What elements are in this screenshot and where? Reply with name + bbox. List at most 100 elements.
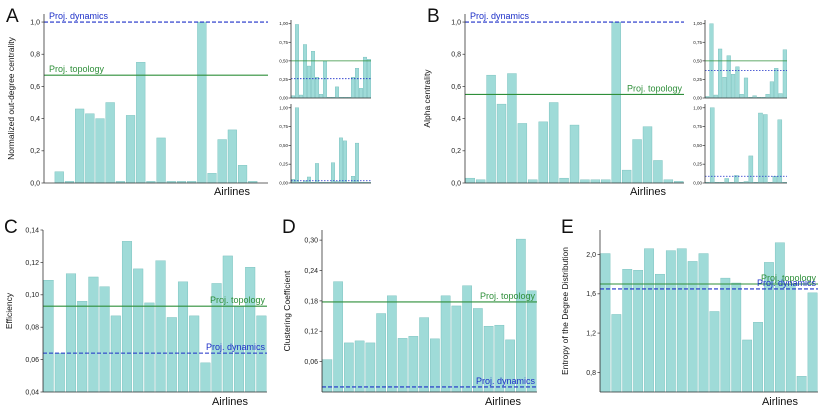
bar [177,281,189,393]
bar [601,179,611,184]
y-tick-label: 0,50 [693,58,702,63]
topology-label: Proj. topology [210,295,266,305]
bar [351,176,355,184]
bar [355,142,359,184]
bar [774,242,785,393]
bar [748,155,754,184]
y-tick-label: 0,25 [693,77,702,82]
bar [475,179,486,184]
y-tick-label: 1,00 [693,105,702,110]
bar [355,68,359,99]
bar [726,55,731,99]
bar [440,295,451,393]
bar [769,81,774,99]
bar [718,48,723,99]
bar [105,102,115,184]
chart-a-inset-top: 0,00 0,25 0,50 0,75 1,00 [279,20,371,101]
y-tick-label: 0,50 [279,143,288,148]
bar [642,126,653,184]
bar [95,118,105,184]
x-axis-label: Airlines [485,396,522,408]
y-tick-label: 1,2 [586,330,596,337]
bar [430,338,440,393]
bar [548,102,559,184]
bar [611,314,622,393]
bar [256,315,267,393]
bar [354,340,365,393]
y-tick-label: 0,18 [304,298,318,305]
bar [569,124,580,184]
bar [731,282,742,393]
y-tick-label: 0,50 [279,58,288,63]
bar [516,238,526,393]
y-tick-label: 0,4 [30,116,40,123]
y-axis-label: Efficiency [4,292,14,329]
bar [307,65,311,99]
chart-b-inset-bottom: 0,00 0,25 0,50 0,75 1,00 [693,104,787,186]
chart-c: Proj. topology Proj. dynamics 0,04 0,06 0,08… [4,217,267,408]
dynamics-label: Proj. dynamics [476,376,536,386]
y-tick-label: 0,00 [279,96,288,101]
bar [653,160,663,184]
bar [207,173,217,184]
panel-label: D [282,217,296,238]
y-tick-label: 0,08 [25,325,39,332]
bar [774,68,779,99]
bar [782,49,787,99]
y-tick-label: 0,10 [25,292,39,299]
bar [343,140,347,184]
bar [54,352,65,393]
y-axis-label: Entropy of the Degree Distribution [560,247,570,375]
bar [644,248,654,393]
bar [77,301,88,393]
bar [387,295,397,393]
bar [763,114,768,184]
bar [496,103,507,184]
y-tick-label: 0,0 [451,180,461,187]
bar [742,339,753,393]
y-tick-label: 0,6 [451,84,461,91]
bar [200,362,211,393]
bar [517,123,528,184]
y-axis-label: Alpha centrality [422,69,432,128]
bar [376,313,386,393]
chart-b-inset-top: 0,00 0,25 0,50 0,75 1,00 [693,20,787,101]
bar [365,342,376,393]
bar [397,338,408,393]
dynamics-label: Proj. dynamics [757,278,817,288]
topology-label: Proj. topology [480,291,536,301]
panel-label: B [427,6,440,27]
y-tick-label: 0,25 [279,162,288,167]
y-tick-label: 2,0 [586,252,596,259]
dynamics-label: Proj. dynamics [470,11,530,21]
y-tick-label: 0,12 [304,329,318,336]
bar [807,292,818,393]
bar [133,268,144,393]
y-tick-label: 0,50 [693,143,702,148]
bar [528,179,538,184]
chart-a: Proj. dynamics Proj. topology 0,0 0,2 0,4 0,6… [6,6,268,198]
bar [315,76,319,99]
bar [217,139,227,184]
bar [295,107,299,184]
bar [753,322,763,393]
bar [709,107,715,184]
bar [54,171,64,184]
bar [722,76,727,99]
bar [156,137,166,184]
bar [772,176,778,184]
topology-label: Proj. topology [761,273,817,283]
bar [408,336,419,393]
bar [227,129,237,184]
y-tick-label: 0,25 [693,162,702,167]
y-tick-label: 0,2 [451,148,461,155]
y-tick-label: 0,06 [25,357,39,364]
bar [303,44,307,99]
x-axis-label: Airlines [212,396,249,408]
bar [333,281,343,393]
bar [507,73,517,184]
bar [451,305,462,393]
chart-d: Proj. topology Proj. dynamics 0,06 0,12 0,18… [282,217,537,408]
bar [335,86,339,99]
y-tick-label: 0,75 [279,124,288,129]
